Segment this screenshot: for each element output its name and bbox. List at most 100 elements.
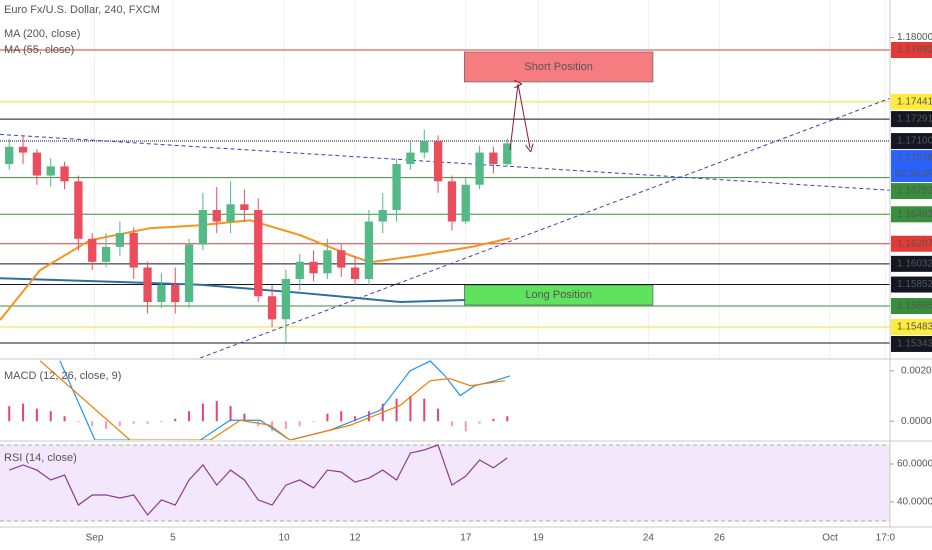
candle-body: [171, 284, 180, 303]
macd-histogram-bar: [298, 421, 301, 427]
macd-histogram-bar: [35, 408, 38, 422]
price-pane: [0, 0, 890, 358]
rsi-band: [0, 445, 890, 522]
x-tick-label: 10: [278, 533, 290, 544]
macd-line: [59, 360, 511, 440]
candle-body: [489, 152, 498, 165]
level-label: 1.16463: [897, 209, 932, 220]
candle-body: [157, 284, 166, 303]
x-tick-label: Oct: [822, 533, 838, 544]
candle-body: [295, 261, 304, 280]
macd-histogram-bar: [49, 411, 52, 422]
macd-histogram-bar: [492, 418, 495, 422]
macd-histogram-bar: [464, 421, 467, 432]
x-tick-label: Sep: [86, 533, 104, 544]
level-label: 1.17100: [897, 136, 932, 147]
macd-histogram-bar: [423, 398, 426, 422]
macd-histogram-bar: [160, 421, 163, 422]
candle-body: [447, 181, 457, 222]
macd-histogram-bar: [395, 398, 398, 422]
macd-histogram-bar: [63, 416, 66, 422]
macd-histogram-bar: [312, 421, 315, 422]
x-tick-label: 5: [170, 533, 176, 544]
candle-body: [74, 181, 83, 239]
y-tick-label: 0.0000: [901, 416, 932, 427]
level-label: 1.16032: [897, 258, 932, 269]
macd-histogram-bar: [409, 396, 412, 422]
macd-histogram-bar: [506, 416, 509, 422]
level-label-box: [891, 335, 932, 352]
level-label: 1.16207: [897, 238, 932, 249]
macd-histogram-bar: [367, 411, 370, 422]
macd-histogram-bar: [326, 413, 329, 422]
candle-body: [212, 210, 221, 222]
position-box: [464, 51, 654, 83]
level-label-box: [891, 111, 932, 128]
candle-body: [350, 267, 360, 280]
candle-body: [184, 244, 194, 303]
countdown: 02:35:09: [895, 169, 932, 180]
level-label-box: [891, 183, 932, 200]
x-tick-label: 24: [643, 533, 655, 544]
level-label: 1.15483: [897, 322, 932, 333]
macd-pane: [8, 360, 511, 440]
candle-body: [18, 146, 28, 153]
candle-body: [267, 296, 277, 320]
macd-histogram-bar: [450, 421, 453, 427]
position-label: Short Position: [524, 61, 592, 73]
candle-body: [240, 204, 249, 211]
level-label: 1.17892: [897, 45, 932, 56]
candle-body: [143, 267, 152, 303]
x-tick-label: 19: [533, 533, 545, 544]
candle-body: [323, 250, 332, 274]
macd-histogram-bar: [478, 421, 481, 424]
trendline: [0, 133, 890, 191]
rsi-line: [9, 444, 508, 516]
x-tick-label: 26: [714, 533, 726, 544]
level-label: 1.15852: [897, 279, 932, 290]
trade-arrow: [509, 84, 530, 150]
x-tick-label: 17:0: [876, 533, 896, 544]
macd-histogram-bar: [201, 403, 204, 422]
x-tick-label: 12: [350, 533, 362, 544]
macd-histogram-bar: [229, 406, 232, 422]
candle-body: [101, 246, 111, 262]
macd-line: [39, 360, 506, 440]
macd-histogram-bar: [8, 406, 11, 422]
candle-body: [461, 184, 470, 222]
level-label: 1.15343: [897, 339, 932, 350]
candle-body: [115, 233, 125, 247]
moving-average: [0, 277, 466, 304]
chart-title: Euro Fx/U.S. Dollar, 240, FXCM: [4, 4, 160, 16]
moving-average: [0, 219, 511, 321]
candle-body: [406, 152, 415, 165]
candle-body: [254, 210, 263, 297]
y-tick-label: 60.0000: [897, 459, 932, 470]
axes: Sep 5 10 12 17 19 24 26 Oct 17:0 1.18000 1.17892 1.1…: [86, 32, 932, 544]
macd-histogram-bar: [118, 421, 121, 427]
macd-histogram-bar: [437, 408, 440, 422]
rsi-pane: [0, 444, 890, 522]
candle-body: [337, 250, 346, 268]
y-tick-label: 1.18000: [897, 32, 932, 43]
candle-body: [392, 164, 401, 211]
x-tick-label: 17: [460, 533, 472, 544]
level-label-box: [891, 206, 932, 223]
level-label-box: [891, 255, 932, 272]
y-tick-label: 40.0000: [897, 497, 932, 508]
level-label: 1.16782: [897, 186, 932, 197]
candle-body: [475, 152, 484, 185]
macd-histogram-bar: [215, 401, 218, 422]
position-label: Long Position: [525, 289, 592, 301]
candle-body: [60, 166, 69, 182]
level-label: 1.17078: [897, 153, 932, 164]
level-label-box: [891, 318, 932, 335]
candle-body: [88, 238, 97, 262]
candle-body: [433, 141, 443, 182]
candle-body: [420, 141, 429, 153]
study-label: MA (55, close): [4, 44, 74, 56]
macd-histogram-bar: [91, 421, 94, 427]
macd-histogram-bar: [105, 421, 108, 429]
macd-histogram-bar: [354, 416, 357, 422]
